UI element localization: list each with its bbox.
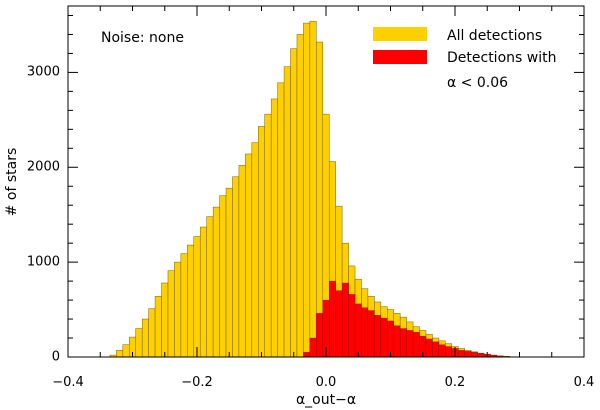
bar-all-10 [174,261,182,358]
bar-all-31 [309,20,317,358]
axis-ticks [67,6,585,358]
bar-red-24 [458,350,465,358]
legend-swatch-all [373,27,427,41]
bar-red-10 [367,310,375,358]
y-axis-title: # of stars [4,148,20,217]
bar-red-1 [309,337,317,358]
bar-red-8 [354,303,362,358]
bar-all-30 [303,22,311,358]
bar-all-26 [277,82,285,358]
y-tick-label-1: 1000 [27,255,60,270]
bar-all-15 [206,216,214,358]
bar-all-32 [316,41,324,358]
bar-all-14 [199,226,207,358]
bar-all-28 [290,48,298,358]
bar-red-27 [477,353,485,358]
bar-red-4 [329,280,336,358]
bar-red-12 [380,317,388,358]
bar-all-25 [270,98,278,358]
bar-all-5 [141,318,149,358]
y-tick-label-2: 2000 [27,160,60,175]
bar-all-9 [167,270,175,358]
legend-label-all: All detections [447,28,542,44]
legend-label-red-line1: Detections with [447,50,556,66]
bar-all-19 [232,176,240,358]
bar-all-29 [296,34,304,358]
bar-all-1 [116,350,124,358]
x-axis-title: α_out−α [296,392,356,408]
bar-all-2 [122,344,130,358]
x-tick-label-3: 0.2 [445,375,466,390]
bar-all-20 [238,165,246,358]
bar-red-14 [393,325,401,358]
x-tick-label-1: −0.2 [181,375,213,390]
bar-red-20 [432,341,440,358]
legend-swatch-red [373,50,427,64]
bar-all-18 [225,187,233,358]
x-tick-label-2: 0.0 [316,375,337,390]
bar-all-21 [245,153,253,358]
bar-all-12 [187,244,195,358]
bar-red-19 [425,338,433,358]
bar-red-26 [470,352,478,358]
bar-red-15 [400,328,407,358]
bar-all-16 [212,206,220,358]
bar-all-6 [148,308,156,358]
bar-red-22 [445,346,452,358]
bar-red-6 [341,282,349,358]
bar-red-2 [316,313,323,358]
bar-red-13 [387,320,394,358]
bar-all-8 [161,282,169,358]
legend: All detections Detections with α < 0.06 [373,27,556,91]
x-tick-label-4: 0.4 [574,375,595,390]
bar-red-21 [438,344,446,358]
noise-annotation: Noise: none [101,30,184,46]
bar-red-16 [406,330,414,358]
bar-all-22 [251,142,259,358]
bar-red-25 [464,351,472,358]
all-detections-bars [109,20,511,358]
bar-red-7 [348,294,356,358]
bar-red-17 [412,332,420,358]
bar-all-24 [264,113,272,358]
bar-all-13 [193,236,201,358]
legend-label-red-line2: α < 0.06 [447,75,508,91]
bar-all-4 [135,328,143,358]
bar-red-0 [303,352,311,358]
bar-all-23 [258,126,265,358]
low-alpha-detections-bars [303,280,504,358]
bar-all-17 [219,195,227,358]
bar-all-11 [180,253,188,358]
x-tick-label-0: −0.4 [52,375,84,390]
bar-red-9 [361,307,369,358]
bar-all-7 [154,296,162,358]
y-tick-label-0: 0 [52,350,60,365]
bar-red-11 [374,315,381,358]
bar-all-27 [283,66,291,358]
bar-red-5 [335,290,343,358]
y-tick-label-3: 3000 [27,65,60,80]
